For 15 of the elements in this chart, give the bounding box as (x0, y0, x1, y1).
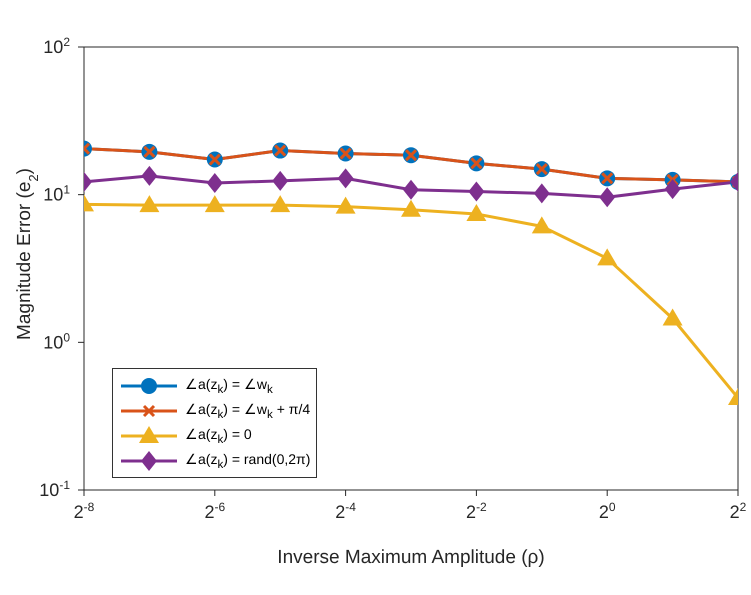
x-tick-label: 2$^{-2}$ (466, 500, 488, 522)
legend-label: ∠a(z$_{k}$) = rand(0,2π) (185, 450, 310, 470)
x-tick-label: 2$^{0}$ (598, 500, 616, 522)
y-tick-label: 10$^{1}$ (43, 182, 70, 205)
x-tick-label: 2$^{-8}$ (74, 500, 95, 522)
x-axis-title: Inverse Maximum Amplitude (ρ) (277, 547, 545, 568)
y-tick-label: 10$^{2}$ (43, 35, 70, 57)
x-tick-label: 2$^{-4}$ (335, 500, 356, 522)
legend-label: ∠a(z$_{k}$) = ∠w$_{k}$ + π/4 (185, 400, 310, 420)
legend-label: ∠a(z$_{k}$) = 0 (185, 426, 252, 446)
x-tick-label: 2$^{-6}$ (204, 500, 226, 522)
y-tick-label: 10$^{0}$ (43, 330, 70, 352)
y-tick-label: 10$^{-1}$ (39, 478, 70, 500)
x-tick-label: 2$^{2}$ (730, 500, 747, 522)
legend-label: ∠a(z$_{k}$) = ∠w$_{k}$ (185, 376, 273, 396)
